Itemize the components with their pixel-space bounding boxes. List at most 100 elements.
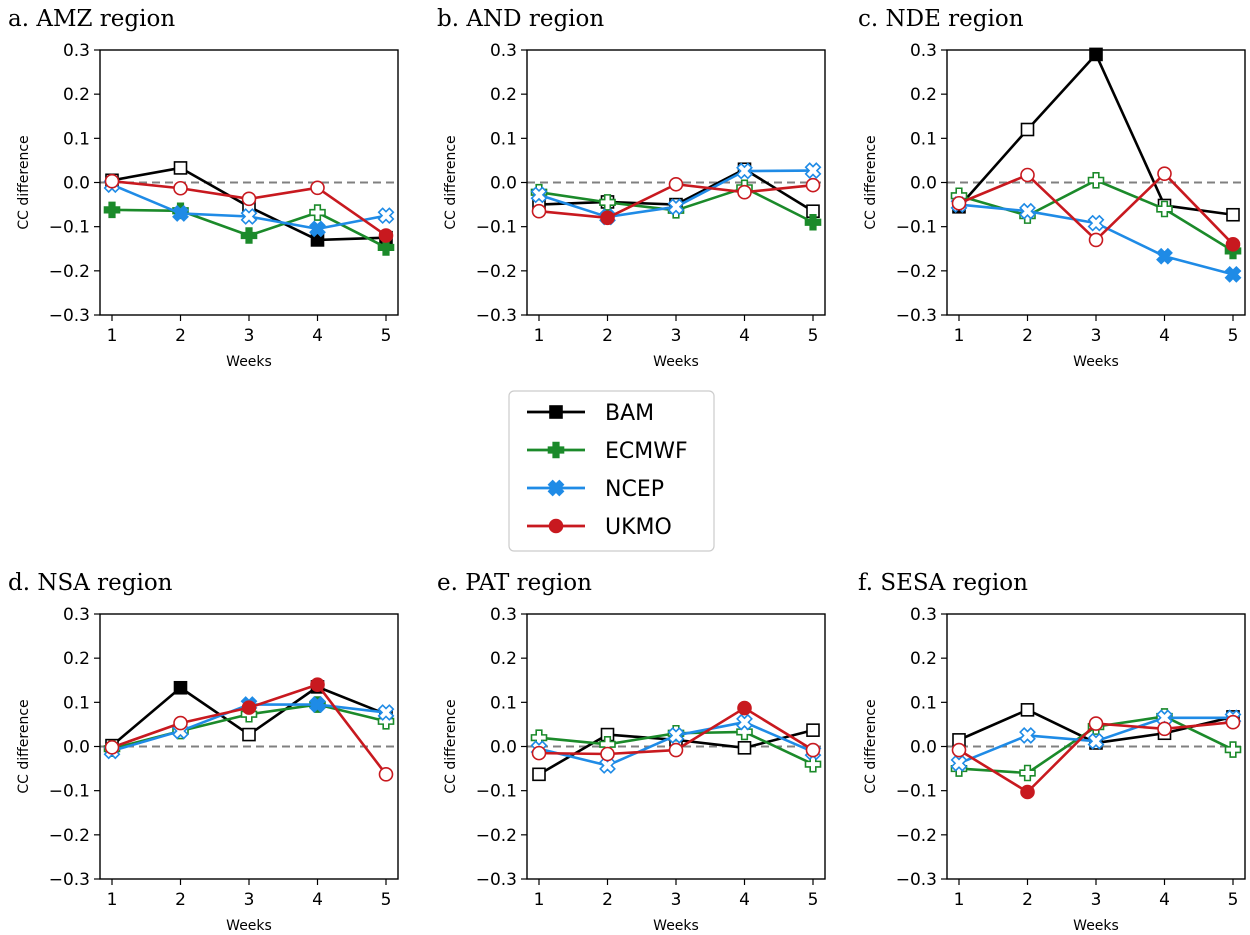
data-point-bam	[1020, 703, 1035, 717]
data-point-ecmwf	[1156, 200, 1173, 218]
data-point-ukmo	[1088, 232, 1104, 248]
panel-title: d. NSA region	[8, 570, 173, 596]
plot-frame	[526, 49, 826, 316]
y-tick-label: −0.1	[476, 218, 517, 238]
data-point-ncep	[667, 198, 685, 216]
data-point-ukmo	[104, 740, 120, 755]
x-tick-label: 3	[1091, 890, 1102, 910]
data-point-ukmo	[737, 184, 752, 200]
data-point-ncep	[736, 713, 753, 731]
chart-panel-4: d. NSA region 0.3 0.2 0.1 0.0 −0.1 −0.2 −0.3 1 2 3…	[8, 570, 399, 934]
data-point-ncep	[736, 162, 753, 180]
data-point-ncep	[530, 186, 548, 204]
y-tick-label: 0.3	[63, 41, 90, 61]
x-tick-label: 2	[602, 326, 613, 346]
data-point-ncep	[1019, 727, 1036, 744]
legend-entry-ukmo: UKMO	[527, 515, 672, 540]
y-tick-label: 0.1	[63, 129, 90, 149]
chart-panel-6: f. SESA region 0.3 0.2 0.1 0.0 −0.1 −0.2 −0.3 1 2…	[858, 570, 1246, 934]
y-tick-label: 0.2	[63, 649, 90, 669]
data-point-bam	[1226, 207, 1240, 222]
x-tick-label: 2	[1022, 890, 1033, 910]
legend-label: UKMO	[605, 515, 672, 540]
data-point-ukmo	[951, 195, 967, 211]
data-point-ukmo	[310, 677, 325, 692]
y-tick-label: 0.2	[490, 649, 517, 669]
y-tick-label: 0.1	[910, 693, 937, 713]
data-point-ncep	[1156, 247, 1173, 265]
plot-frame	[526, 613, 826, 880]
data-point-ukmo	[531, 745, 547, 761]
y-axis-label: CC difference	[16, 135, 32, 229]
data-point-ukmo	[805, 742, 821, 758]
x-tick-label: 2	[602, 890, 613, 910]
chart-panel-1: a. AMZ region 0.3 0.2 0.1 0.0 −0.1 −0.2 −0.3 1 2 3…	[8, 6, 399, 370]
legend-marker	[548, 518, 564, 534]
series-line-bam	[958, 53, 1234, 217]
data-point-ecmwf	[804, 213, 822, 231]
chart-panel-3: c. NDE region 0.3 0.2 0.1 0.0 −0.1 −0.2 −0.3 1 2 3…	[858, 6, 1246, 370]
x-tick-label: 5	[808, 326, 819, 346]
y-tick-label: 0.2	[63, 85, 90, 105]
data-point-ukmo	[1088, 716, 1104, 731]
series-ukmo	[104, 173, 394, 243]
y-tick-label: −0.1	[896, 218, 937, 238]
x-tick-label: 2	[175, 326, 186, 346]
panel-title: e. PAT region	[437, 570, 592, 596]
x-tick-label: 5	[1228, 326, 1239, 346]
data-point-bam	[806, 723, 820, 737]
data-point-ukmo	[1020, 167, 1035, 183]
x-tick-label: 1	[954, 326, 965, 346]
data-point-ukmo	[378, 228, 394, 243]
y-tick-label: −0.3	[49, 306, 90, 326]
chart-panel-2: b. AND region 0.3 0.2 0.1 0.0 −0.1 −0.2 −0.3 1 2 3…	[437, 6, 826, 370]
data-point-ukmo	[951, 742, 967, 758]
data-point-ukmo	[531, 203, 547, 219]
plot-frame	[946, 49, 1246, 316]
data-point-ecmwf	[103, 201, 121, 219]
y-tick-label: 0.3	[490, 41, 517, 61]
data-point-bam	[737, 741, 752, 755]
y-tick-label: −0.1	[476, 782, 517, 802]
legend-label: NCEP	[605, 477, 664, 502]
x-axis-label: Weeks	[653, 354, 699, 370]
data-point-ukmo	[1157, 166, 1172, 181]
y-axis-label: CC difference	[16, 699, 32, 793]
data-point-bam	[242, 727, 256, 742]
panel-title: c. NDE region	[858, 6, 1024, 32]
y-tick-label: 0.2	[910, 85, 937, 105]
y-tick-label: 0.1	[63, 693, 90, 713]
x-tick-label: 5	[1228, 890, 1239, 910]
series-ukmo	[104, 677, 394, 782]
data-point-ukmo	[378, 767, 394, 782]
x-tick-label: 1	[954, 890, 965, 910]
x-tick-label: 1	[107, 890, 118, 910]
data-point-ncep	[240, 208, 258, 225]
data-point-ecmwf	[1019, 764, 1036, 782]
data-point-bam	[173, 161, 188, 175]
y-axis-label: CC difference	[863, 135, 879, 229]
legend-entry-ncep: NCEP	[527, 477, 664, 502]
y-tick-label: −0.3	[476, 306, 517, 326]
data-point-ukmo	[1225, 237, 1241, 252]
y-axis-label: CC difference	[443, 699, 459, 793]
plot-frame	[99, 49, 399, 316]
series-ncep	[950, 196, 1242, 283]
plot-frame	[946, 613, 1246, 880]
x-tick-label: 4	[739, 326, 750, 346]
y-tick-label: −0.1	[49, 218, 90, 238]
series-ukmo	[951, 714, 1241, 800]
legend-marker	[547, 479, 565, 497]
legend-entry-ecmwf: ECMWF	[527, 439, 688, 464]
plot-frame	[99, 613, 399, 880]
data-point-ncep	[309, 696, 326, 713]
y-tick-label: −0.1	[49, 782, 90, 802]
y-tick-label: 0.1	[910, 129, 937, 149]
x-tick-label: 1	[534, 326, 545, 346]
y-tick-label: 0.2	[490, 85, 517, 105]
y-axis-label: CC difference	[863, 699, 879, 793]
y-tick-label: −0.2	[896, 262, 937, 282]
data-point-ncep	[377, 704, 395, 721]
x-tick-label: 4	[739, 890, 750, 910]
y-tick-label: −0.2	[476, 826, 517, 846]
